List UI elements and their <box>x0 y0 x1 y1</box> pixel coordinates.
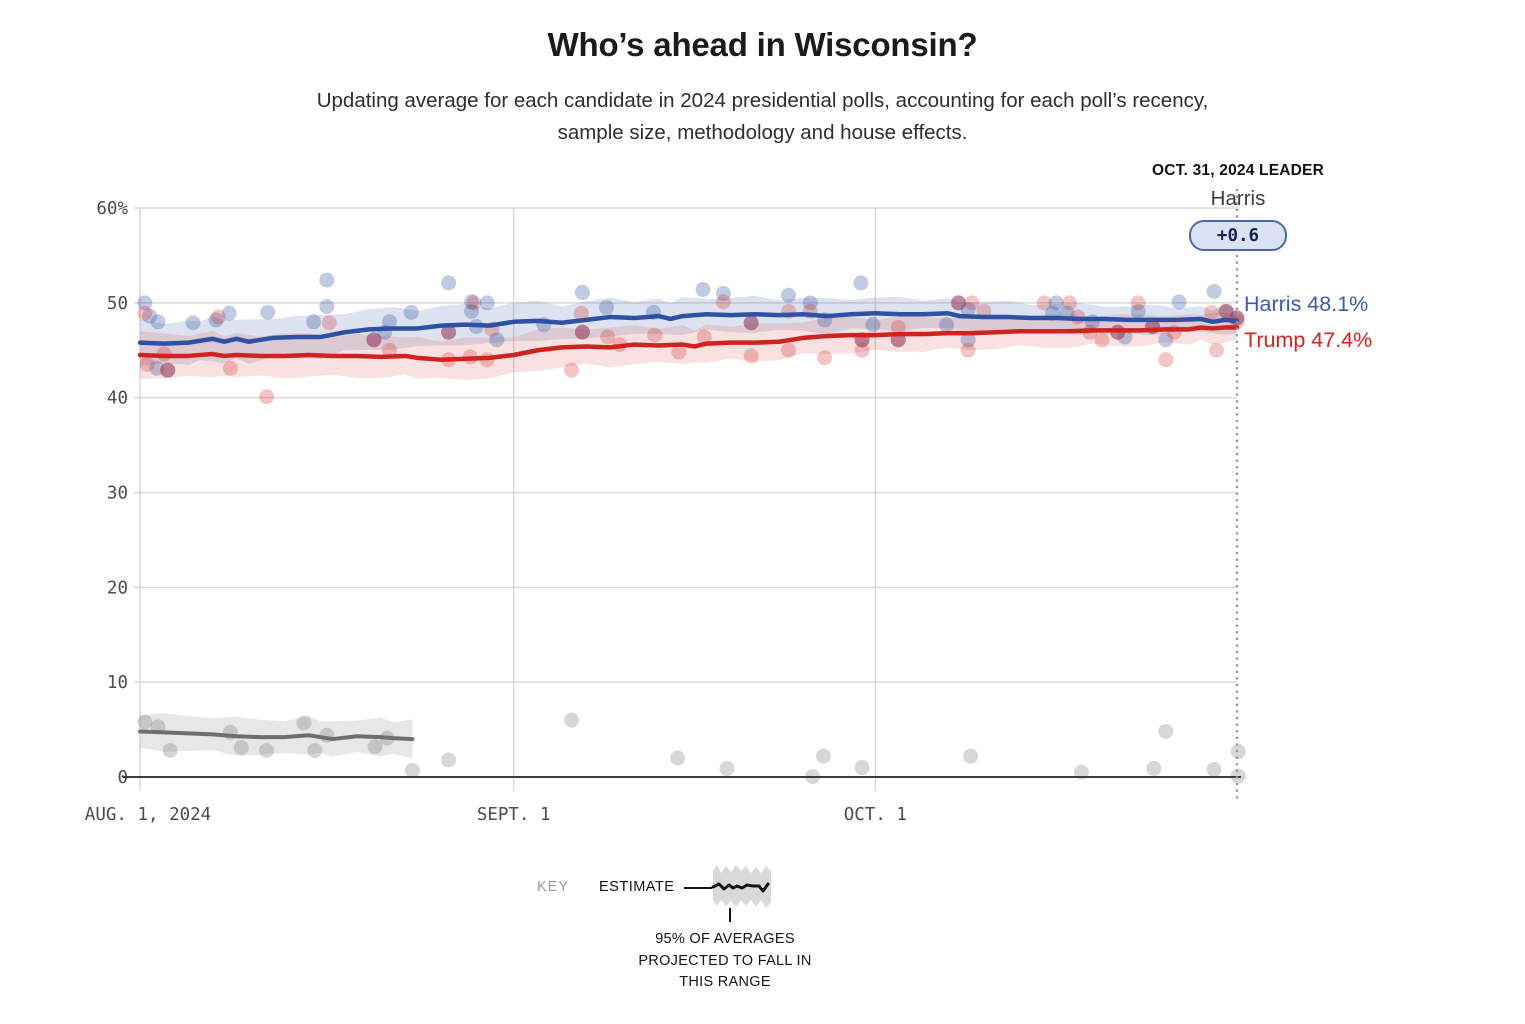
key-estimate-line <box>711 882 770 893</box>
subtitle-line-1: Updating average for each candidate in 2… <box>316 89 1209 112</box>
svg-text:10: 10 <box>107 673 128 693</box>
svg-text:40: 40 <box>107 389 128 409</box>
svg-text:SEPT. 1: SEPT. 1 <box>477 805 551 825</box>
svg-text:20: 20 <box>107 578 128 598</box>
key-label: KEY <box>537 879 570 895</box>
svg-text:0: 0 <box>117 768 128 788</box>
confidence-bands <box>140 295 1237 759</box>
harris-end-label: Harris 48.1% <box>1244 292 1369 316</box>
estimate-key-connector-line <box>684 887 712 889</box>
svg-text:AUG. 1, 2024: AUG. 1, 2024 <box>85 805 211 825</box>
leader-name: Harris <box>1210 187 1266 210</box>
leader-date-label: OCT. 31, 2024 LEADER <box>1152 162 1324 179</box>
trump-end-label: Trump 47.4% <box>1244 328 1373 352</box>
trump-average-line <box>137 325 1240 362</box>
poll-scatter-dots <box>137 272 1246 785</box>
harris-average-line <box>137 311 1240 346</box>
other-average-line <box>138 729 415 742</box>
estimate-key-glyph <box>711 865 771 908</box>
key-caption-tick <box>729 908 731 922</box>
svg-text:OCT. 1: OCT. 1 <box>844 805 907 825</box>
chart-subtitle: Updating average for each candidate in 2… <box>0 85 1525 149</box>
chart-title: Who’s ahead in Wisconsin? <box>547 26 978 63</box>
leader-margin-badge: +0.6 <box>1189 220 1287 251</box>
axis-tick-labels: 60% 50 40 30 20 10 0 AUG. 1, 2024 SEPT. 1 OCT. 1 <box>85 199 907 825</box>
key-caption-line-3: THIS RANGE <box>679 974 771 990</box>
svg-text:50: 50 <box>107 294 128 314</box>
harris-band <box>140 295 1237 366</box>
svg-text:60%: 60% <box>96 199 128 219</box>
average-lines <box>137 311 1240 742</box>
svg-text:30: 30 <box>107 484 128 504</box>
key-caption-line-2: PROJECTED TO FALL IN <box>638 952 812 969</box>
estimate-key-label: ESTIMATE <box>599 879 675 895</box>
key-caption-line-1: 95% OF AVERAGES <box>655 931 795 947</box>
subtitle-line-2: sample size, methodology and house effec… <box>557 121 968 144</box>
key-caption: 95% OF AVERAGES PROJECTED TO FALL IN THI… <box>575 929 875 994</box>
chart-gridlines <box>134 207 1237 791</box>
